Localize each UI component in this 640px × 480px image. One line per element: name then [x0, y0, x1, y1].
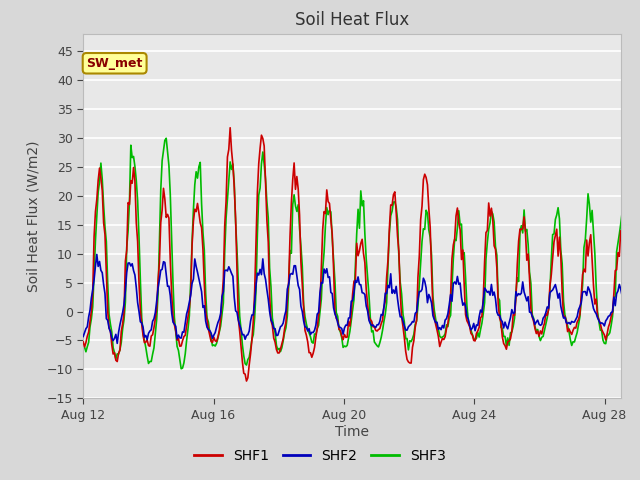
SHF1 — [489, 217, 497, 223]
Line: SHF2: SHF2 — [83, 254, 640, 343]
SHF2 — [534, 317, 541, 323]
SHF3 — [546, 288, 554, 293]
SHF2 — [422, 285, 430, 291]
Title: Soil Heat Flux: Soil Heat Flux — [295, 11, 409, 29]
SHF1 — [243, 378, 250, 384]
SHF3 — [534, 326, 541, 332]
X-axis label: Time: Time — [335, 425, 369, 439]
SHF2 — [127, 263, 134, 269]
SHF3 — [163, 135, 170, 141]
SHF3 — [79, 346, 87, 351]
SHF1 — [124, 200, 132, 205]
SHF2 — [620, 299, 627, 304]
SHF3 — [620, 207, 627, 213]
SHF1 — [79, 339, 87, 345]
SHF2 — [489, 292, 497, 298]
Text: SW_met: SW_met — [86, 57, 143, 70]
Line: SHF1: SHF1 — [83, 128, 640, 381]
SHF3 — [422, 207, 430, 213]
Line: SHF3: SHF3 — [83, 138, 640, 369]
SHF1 — [534, 328, 541, 334]
Legend: SHF1, SHF2, SHF3: SHF1, SHF2, SHF3 — [188, 443, 452, 468]
SHF1 — [422, 175, 430, 180]
SHF2 — [93, 252, 100, 257]
SHF3 — [124, 228, 132, 233]
SHF3 — [489, 211, 497, 217]
Y-axis label: Soil Heat Flux (W/m2): Soil Heat Flux (W/m2) — [27, 140, 41, 292]
SHF1 — [227, 125, 234, 131]
SHF2 — [113, 340, 121, 346]
SHF2 — [79, 334, 87, 339]
SHF1 — [546, 283, 554, 288]
SHF2 — [546, 290, 554, 296]
SHF3 — [177, 366, 185, 372]
SHF1 — [620, 240, 627, 246]
